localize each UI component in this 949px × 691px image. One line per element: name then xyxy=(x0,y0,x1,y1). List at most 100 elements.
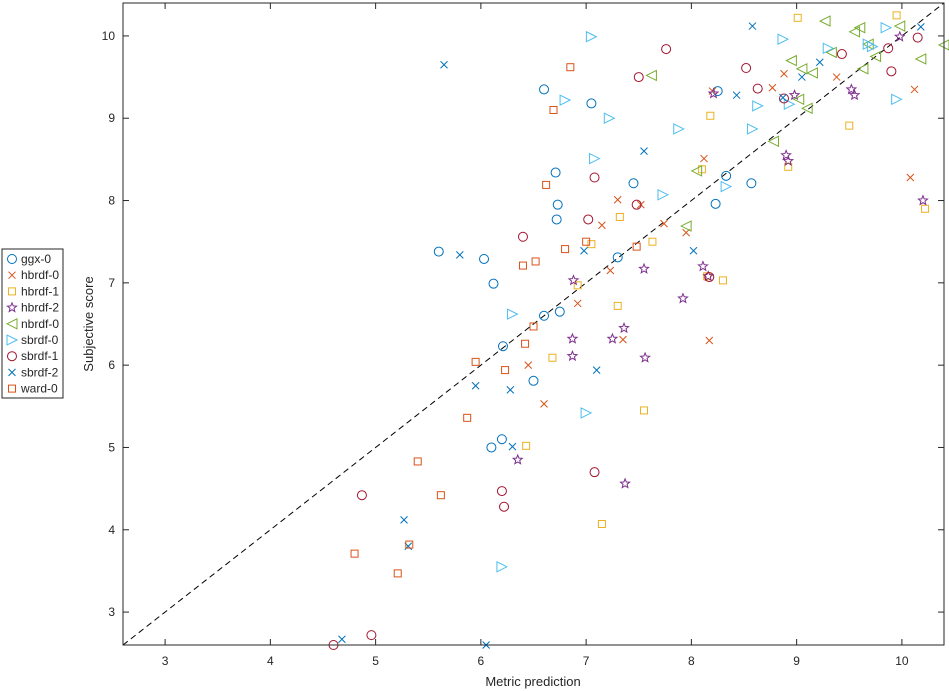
data-point xyxy=(639,351,651,363)
data-point xyxy=(405,540,414,549)
data-point xyxy=(566,349,579,362)
data-point xyxy=(548,353,557,362)
data-point xyxy=(619,335,627,344)
legend-marker-icon xyxy=(8,368,16,377)
y-tick-label: 6 xyxy=(108,358,115,372)
data-point xyxy=(592,366,601,374)
data-point xyxy=(792,93,805,106)
legend-marker-icon xyxy=(6,301,18,313)
data-point xyxy=(680,220,692,232)
data-point xyxy=(400,516,408,524)
data-point xyxy=(798,73,806,81)
axis-ticks-layer: 3 4 5 6 7 8 9 10 3 4 5 6 7 8 9 10 xyxy=(102,3,944,668)
data-point xyxy=(486,442,497,453)
x-tick-label: 9 xyxy=(793,654,800,668)
data-point xyxy=(721,170,732,181)
data-point xyxy=(848,89,861,101)
data-point xyxy=(912,32,923,43)
x-tick-label: 6 xyxy=(478,654,485,668)
data-point xyxy=(393,569,402,578)
data-point xyxy=(559,94,572,106)
data-point xyxy=(613,195,622,204)
data-point xyxy=(661,44,672,55)
series-sbrdf-2 xyxy=(338,22,925,649)
data-point xyxy=(433,246,444,257)
data-point xyxy=(880,21,893,34)
data-point xyxy=(632,242,641,251)
data-point xyxy=(801,102,813,115)
data-point xyxy=(746,178,757,189)
data-point xyxy=(589,172,600,183)
data-point xyxy=(793,13,802,22)
data-point xyxy=(640,406,649,415)
x-tick-label: 5 xyxy=(372,654,379,668)
legend-label: hbrdf-0 xyxy=(21,268,59,282)
legend-label: sbrdf-0 xyxy=(21,333,59,347)
data-point xyxy=(585,30,598,43)
data-point xyxy=(580,246,588,255)
data-point xyxy=(869,50,882,63)
data-point xyxy=(566,332,579,344)
data-point xyxy=(603,112,616,125)
data-point xyxy=(436,491,445,500)
series-ward-0 xyxy=(350,63,641,578)
y-tick-label: 10 xyxy=(102,29,116,43)
data-point xyxy=(539,84,550,95)
legend-item: hbrdf-2 xyxy=(6,301,59,315)
data-point xyxy=(522,441,531,450)
data-point xyxy=(752,100,764,112)
data-point xyxy=(645,69,657,82)
data-point xyxy=(818,15,831,27)
legend-label: sbrdf-1 xyxy=(21,349,59,363)
data-point xyxy=(777,33,790,46)
legend-label: nbrdf-0 xyxy=(21,317,59,331)
data-point xyxy=(917,194,929,206)
data-point xyxy=(783,98,796,111)
data-point xyxy=(921,204,930,213)
data-point xyxy=(832,73,841,81)
data-point xyxy=(883,43,894,54)
data-point xyxy=(506,385,515,394)
legend-label: hbrdf-2 xyxy=(21,301,59,315)
data-point xyxy=(673,123,685,135)
data-point xyxy=(586,98,597,109)
x-tick-label: 4 xyxy=(267,654,274,668)
data-point xyxy=(893,20,906,32)
data-point xyxy=(633,72,644,83)
data-point xyxy=(848,25,861,38)
data-point xyxy=(612,252,623,263)
identity-reference-line xyxy=(122,2,945,646)
legend-marker-icon xyxy=(6,334,19,346)
data-point xyxy=(488,278,499,289)
data-point xyxy=(795,63,808,75)
data-point xyxy=(866,40,879,53)
data-point xyxy=(718,276,727,285)
legend-item: sbrdf-0 xyxy=(6,333,59,347)
y-tick-label: 4 xyxy=(108,523,115,537)
series-sbrdf-0 xyxy=(496,21,903,573)
legend-item: hbrdf-1 xyxy=(8,284,59,298)
data-point xyxy=(788,89,801,101)
data-point xyxy=(567,274,580,286)
data-point xyxy=(561,245,570,254)
data-point xyxy=(853,21,866,34)
legend-marker-icon xyxy=(8,384,16,393)
data-point xyxy=(618,321,630,334)
data-point xyxy=(497,341,508,352)
data-point xyxy=(463,413,472,422)
y-tick-label: 9 xyxy=(108,111,115,125)
data-point xyxy=(886,66,897,77)
legend-label: sbrdf-2 xyxy=(21,365,59,379)
data-point xyxy=(598,221,606,230)
data-point xyxy=(752,83,763,94)
x-tick-label: 10 xyxy=(895,654,909,668)
data-point xyxy=(506,308,519,320)
data-point xyxy=(705,336,714,345)
data-point xyxy=(768,83,777,92)
data-point xyxy=(550,167,561,178)
data-point xyxy=(496,560,509,573)
x-tick-label: 7 xyxy=(583,654,590,668)
data-point xyxy=(606,332,619,344)
data-point xyxy=(767,135,779,148)
data-point xyxy=(566,63,575,72)
